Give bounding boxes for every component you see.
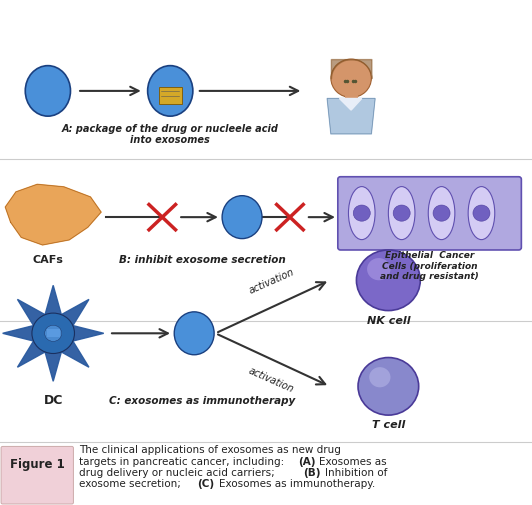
Text: The clinical applications of exosomes as new drug: The clinical applications of exosomes as… [79,445,340,456]
Circle shape [473,205,490,221]
Polygon shape [5,184,101,245]
Bar [159,87,182,104]
Text: activation: activation [247,267,295,295]
Ellipse shape [428,186,455,239]
Circle shape [367,258,390,280]
Circle shape [358,358,419,415]
Circle shape [356,250,420,311]
Text: DC: DC [44,394,63,407]
FancyBboxPatch shape [338,177,521,250]
Text: (B): (B) [303,468,321,478]
Text: Exosomes as immunotherapy.: Exosomes as immunotherapy. [219,479,376,489]
Bar [47,329,60,337]
Text: B: inhibit exosome secretion: B: inhibit exosome secretion [119,255,286,265]
FancyBboxPatch shape [1,446,73,504]
Text: T cell: T cell [372,420,405,430]
Text: CAFs: CAFs [32,255,63,265]
Polygon shape [339,98,362,110]
Text: Epithelial  Cancer
Cells (proliferation
and drug resistant): Epithelial Cancer Cells (proliferation a… [380,251,479,281]
Circle shape [353,205,370,221]
Text: C: exosomes as immunotherapy: C: exosomes as immunotherapy [109,396,295,407]
Bar [345,89,358,98]
Circle shape [393,205,410,221]
Text: Exosomes as: Exosomes as [319,457,387,467]
Text: Figure 1: Figure 1 [10,458,64,471]
Ellipse shape [222,195,262,238]
Ellipse shape [388,186,415,239]
Text: (C): (C) [197,479,214,489]
Ellipse shape [174,312,214,355]
Ellipse shape [468,186,495,239]
Text: exosome secretion;: exosome secretion; [79,479,184,489]
Circle shape [331,59,371,97]
Ellipse shape [147,66,193,116]
Polygon shape [3,285,104,381]
Text: NK cell: NK cell [367,316,410,326]
Text: Inhibition of: Inhibition of [325,468,387,478]
Ellipse shape [25,66,70,116]
Text: activation: activation [247,366,295,395]
Text: targets in pancreatic cancer, including:: targets in pancreatic cancer, including: [79,457,287,467]
Text: (A): (A) [298,457,315,467]
Circle shape [433,205,450,221]
Circle shape [369,367,390,387]
Circle shape [32,313,74,354]
Ellipse shape [348,186,375,239]
Polygon shape [327,98,375,134]
Text: A: package of the drug or nucleele acid
into exosomes: A: package of the drug or nucleele acid … [62,124,279,145]
Text: drug delivery or nucleic acid carriers;: drug delivery or nucleic acid carriers; [79,468,278,478]
Circle shape [45,325,62,341]
